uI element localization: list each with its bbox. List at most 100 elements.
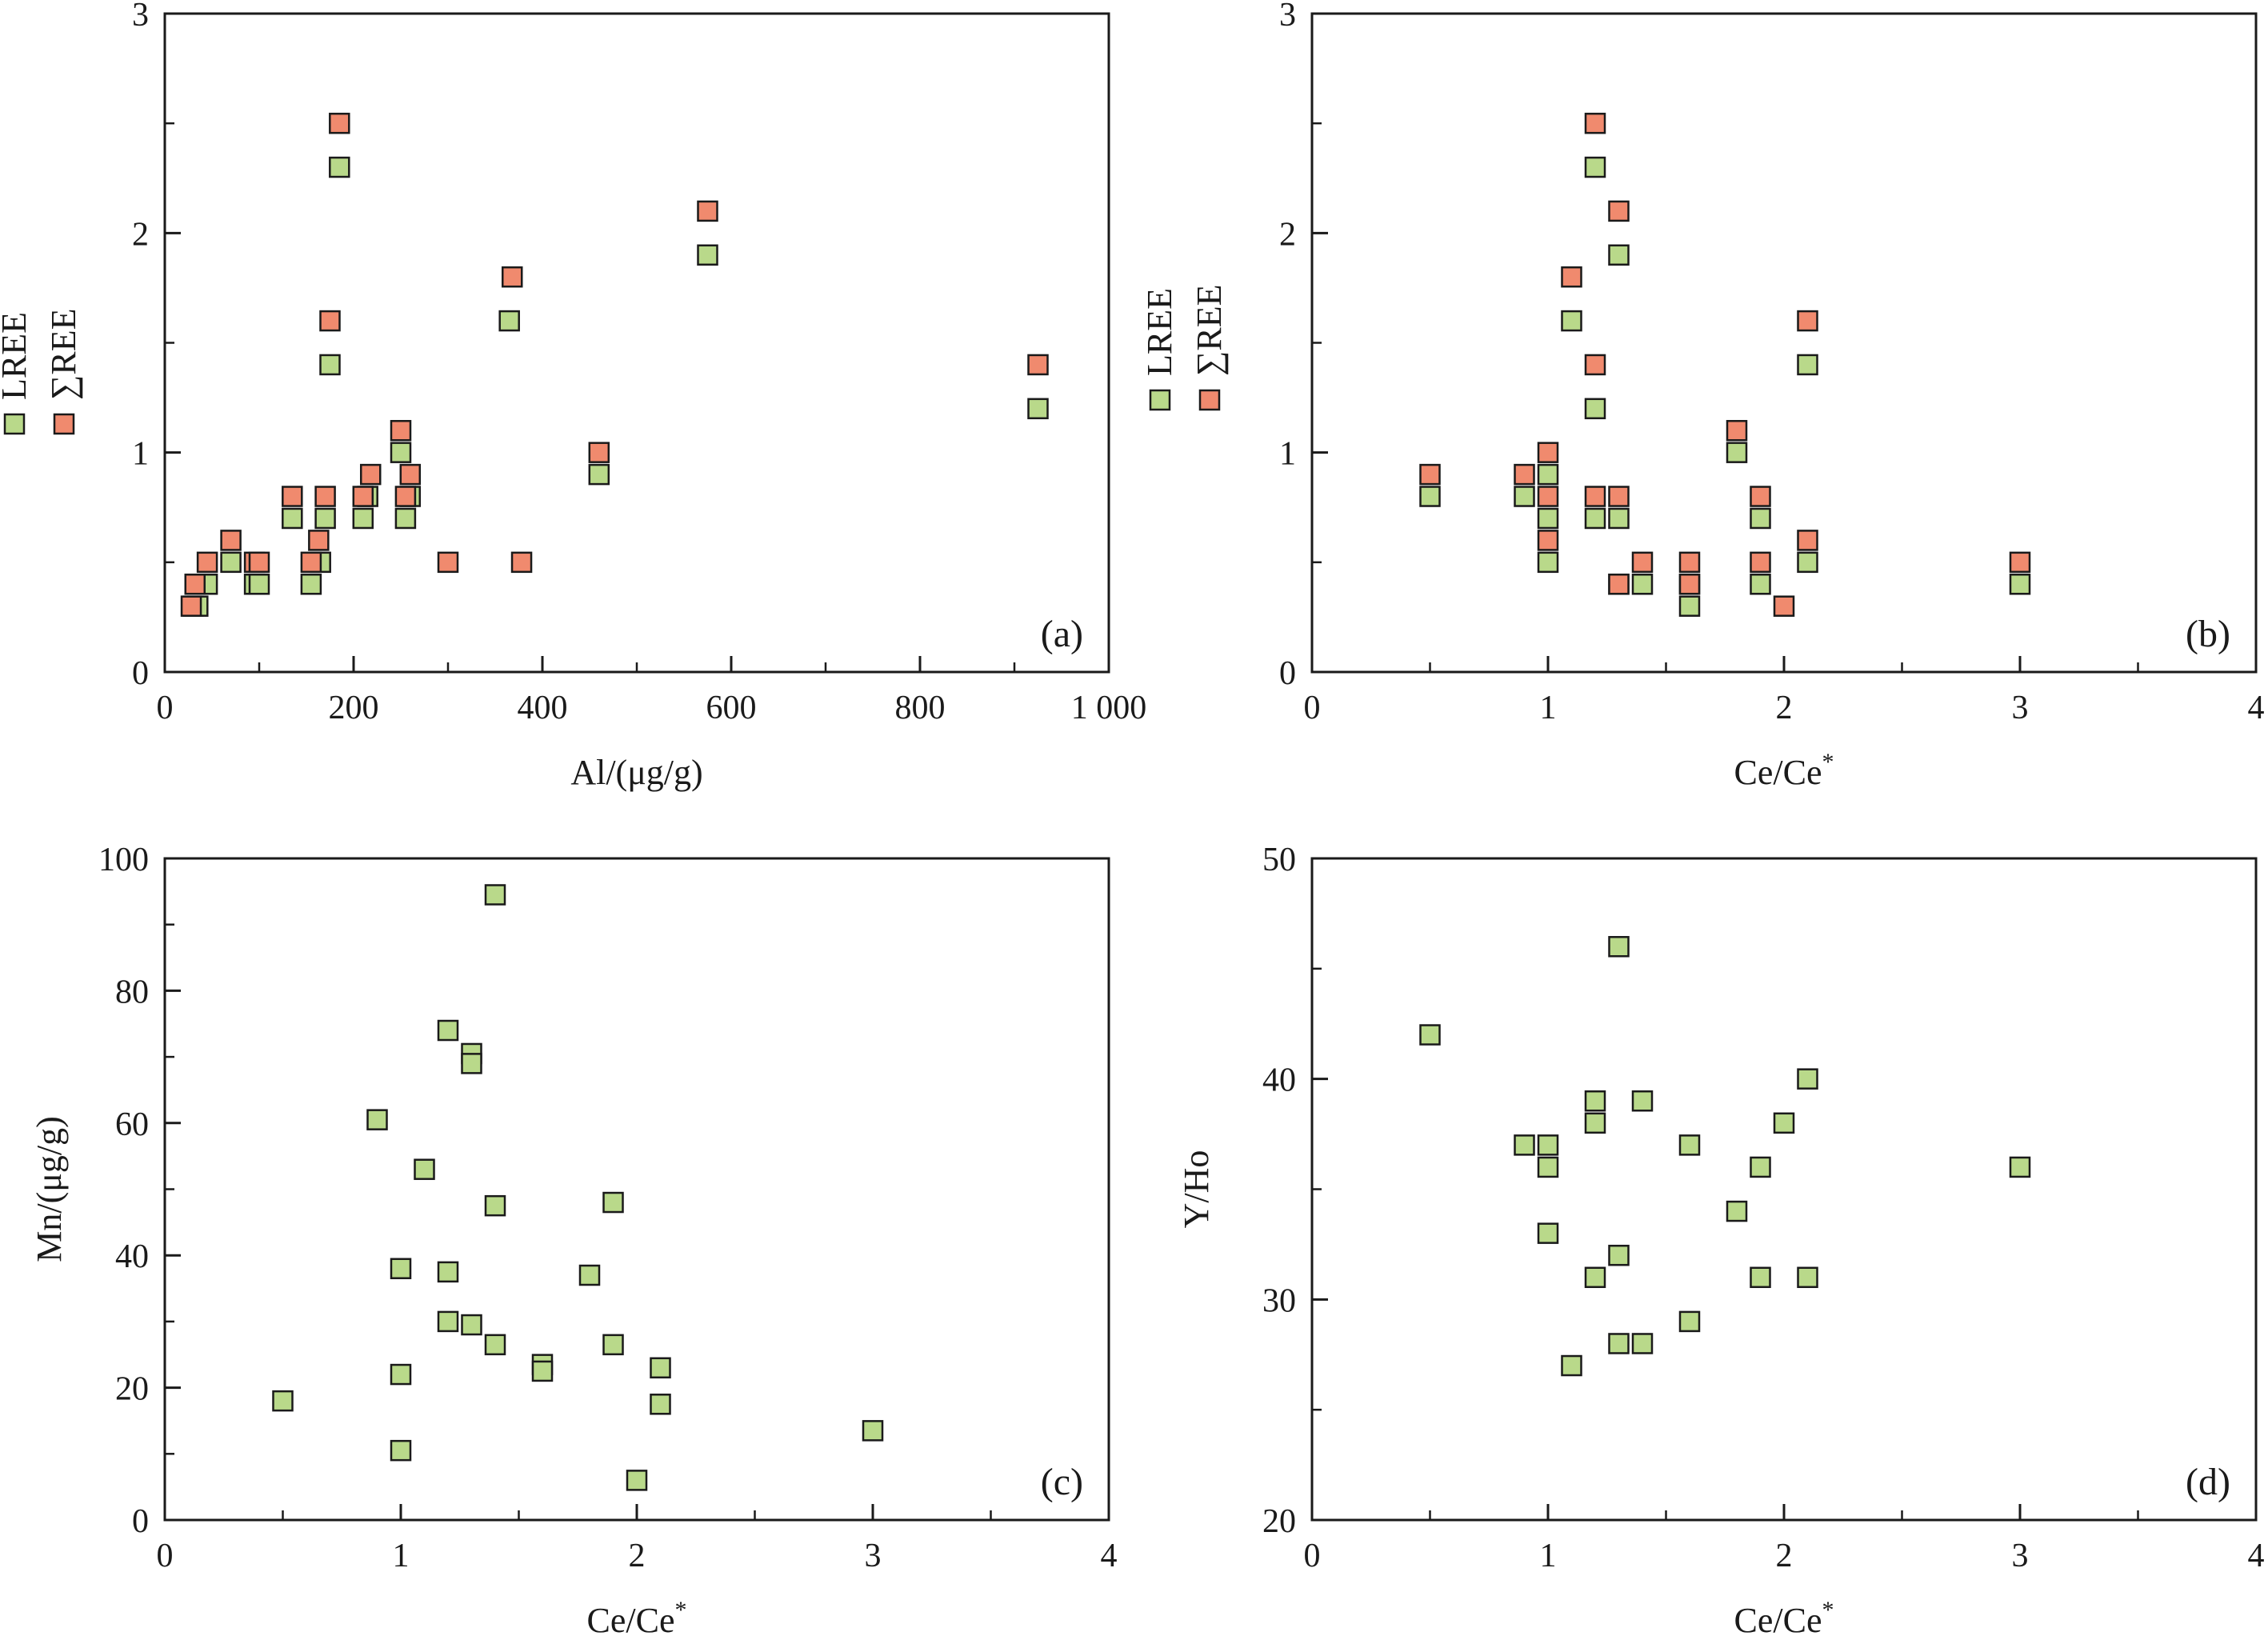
- data-point: [1678, 1134, 1701, 1156]
- data-point: [314, 486, 336, 507]
- x-tick-label: 3: [865, 1538, 882, 1574]
- data-point: [1514, 463, 1535, 486]
- y-tick-label: 0: [1279, 655, 1296, 692]
- data-point: [484, 884, 506, 906]
- x-tick-label: 2: [1776, 1538, 1793, 1574]
- x-axis-title: Ce/Ce*: [1734, 749, 1834, 792]
- series-sum-ree: [180, 112, 1049, 617]
- data-point: [1797, 310, 1818, 332]
- plot-frame: [163, 12, 1110, 674]
- data-point: [1584, 486, 1606, 507]
- panel-label: (d): [2186, 1461, 2230, 1503]
- data-point: [366, 1109, 388, 1130]
- data-point: [588, 463, 610, 486]
- y-tick-label: 1: [1279, 436, 1296, 473]
- data-point: [1773, 595, 1795, 617]
- chart-panel-a: 0 200 400 600 800 1 000 0 1 2 3 Al/(μg/g) (a) LREE ∑R…: [0, 0, 1146, 792]
- x-axis-title-superscript: *: [674, 1597, 686, 1623]
- data-point: [650, 1357, 671, 1379]
- data-point: [1797, 354, 1818, 376]
- data-point: [1584, 1112, 1606, 1134]
- data-point: [461, 1053, 482, 1074]
- x-tick-label: 4: [2248, 690, 2265, 726]
- y-tick-label: 60: [115, 1106, 149, 1143]
- y-tick-label: 0: [132, 1503, 149, 1540]
- x-tick-label: 1 000: [1071, 690, 1147, 726]
- x-tick-label: 600: [706, 690, 757, 726]
- data-point: [272, 1390, 294, 1412]
- x-axis-title: Ce/Ce*: [587, 1597, 687, 1636]
- data-point: [697, 200, 718, 222]
- data-point: [498, 310, 520, 332]
- panel-label: (b): [2186, 613, 2230, 655]
- data-point: [1537, 1156, 1559, 1178]
- y-tick-label: 20: [1262, 1503, 1296, 1540]
- data-point: [1678, 595, 1701, 617]
- data-point: [437, 1310, 459, 1333]
- data-point: [314, 507, 336, 530]
- x-tick-label: 2: [629, 1538, 646, 1574]
- y-tick-label: 30: [1262, 1282, 1296, 1319]
- data-point: [329, 112, 350, 134]
- data-point: [2009, 1156, 2031, 1178]
- data-point: [1797, 1068, 1818, 1090]
- y-tick-label: 40: [1262, 1062, 1296, 1099]
- data-point: [1561, 310, 1582, 332]
- data-point: [220, 530, 242, 551]
- plot-frame: [163, 857, 1110, 1522]
- data-point: [484, 1194, 506, 1217]
- data-point: [1797, 530, 1818, 551]
- data-point: [1797, 1266, 1818, 1289]
- data-point: [1678, 1310, 1701, 1333]
- data-point: [1027, 398, 1049, 420]
- data-point: [308, 530, 330, 551]
- y-tick-label: 2: [1279, 216, 1296, 253]
- x-tick-label: 0: [1304, 1538, 1321, 1574]
- data-point: [1726, 1200, 1748, 1222]
- data-point: [248, 574, 270, 595]
- legend-label-sum-ree: ∑REE: [1190, 285, 1229, 376]
- data-point: [1608, 1244, 1630, 1266]
- x-tick-label: 800: [895, 690, 946, 726]
- x-axis-title-text: Ce/Ce: [587, 1601, 675, 1636]
- data-point: [1514, 486, 1535, 507]
- data-point: [282, 486, 303, 507]
- data-point: [329, 156, 350, 178]
- data-point: [1726, 419, 1748, 442]
- data-point: [1537, 486, 1559, 507]
- y-tick-label: 2: [132, 216, 149, 253]
- data-point: [1726, 442, 1748, 463]
- x-tick-label: 1: [393, 1538, 410, 1574]
- data-point: [1537, 1222, 1559, 1244]
- data-point: [300, 551, 322, 574]
- chart-panel-d: 0 1 2 3 4 20 30 40 50 Ce/Ce* Y/Ho (d): [1177, 842, 2265, 1640]
- data-point: [390, 1439, 412, 1462]
- legend-swatch-lree: [1149, 389, 1171, 411]
- data-point: [282, 507, 303, 530]
- data-point: [1537, 442, 1559, 463]
- data-point: [1608, 936, 1630, 958]
- data-point: [1750, 574, 1771, 595]
- data-point: [196, 551, 218, 574]
- y-tick-label: 0: [132, 655, 149, 692]
- x-tick-label: 400: [518, 690, 568, 726]
- data-point: [390, 442, 412, 463]
- data-point: [1027, 354, 1049, 376]
- plot-frame: [1310, 12, 2258, 674]
- x-axis-title-superscript: *: [1822, 749, 1834, 775]
- legend: LREE ∑REE: [1140, 285, 1229, 411]
- x-axis-title-text: Al/(μg/g): [570, 753, 702, 792]
- legend: LREE ∑REE: [0, 309, 83, 435]
- legend-label-sum-ree: ∑REE: [44, 309, 83, 400]
- series-sum-ree: [1419, 112, 2031, 617]
- data-point: [626, 1470, 648, 1491]
- y-tick-label: 3: [1279, 0, 1296, 34]
- data-point: [1419, 486, 1441, 507]
- data-point: [1750, 1266, 1771, 1289]
- data-point: [510, 551, 533, 574]
- legend-swatch-sum-ree: [1198, 389, 1221, 411]
- data-point: [1561, 1354, 1582, 1377]
- data-point: [1608, 486, 1630, 507]
